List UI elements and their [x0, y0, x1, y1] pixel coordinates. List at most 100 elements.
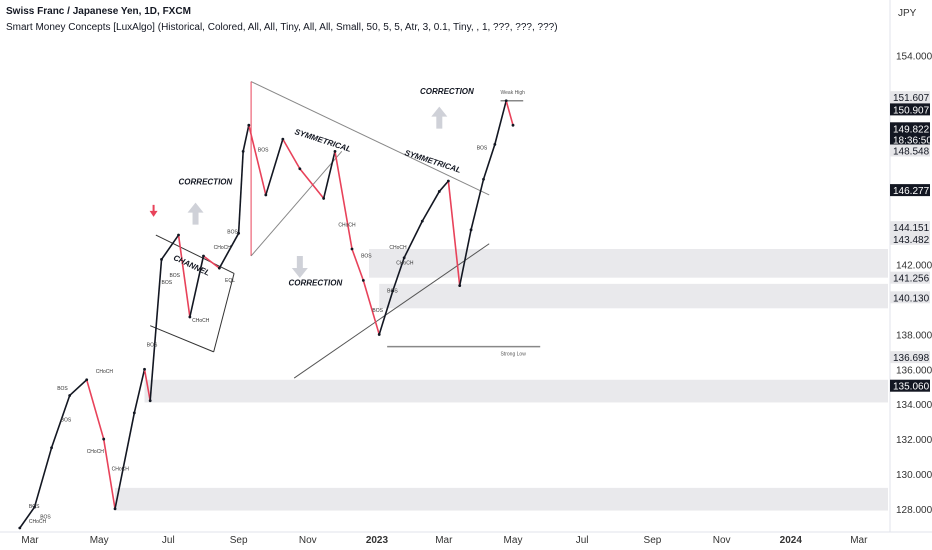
price-tag-label: 148.548: [893, 147, 930, 158]
y-tick-label: 154.000: [896, 51, 932, 62]
level-label: Strong Low: [501, 351, 527, 357]
price-tag-label: 151.607: [893, 93, 930, 104]
price-point: [350, 247, 354, 251]
price-tag: [890, 122, 930, 135]
y-tick-label: 138.000: [896, 330, 932, 341]
x-tick-label: Sep: [644, 535, 662, 546]
price-tag: [890, 91, 930, 104]
order-block-zone: [115, 487, 888, 511]
red-marker-arrow: [149, 204, 158, 217]
price-point: [188, 315, 192, 319]
structure-label: CHoCH: [396, 261, 414, 267]
structure-label: CHoCH: [192, 318, 210, 324]
x-tick-label: 2023: [366, 535, 389, 546]
price-segment: [494, 100, 507, 145]
currency-label: JPY: [898, 8, 917, 19]
price-tag: [890, 103, 930, 116]
price-point: [322, 197, 326, 200]
price-segment: [282, 138, 301, 170]
price-point: [377, 333, 381, 336]
price-point: [113, 507, 117, 511]
price-tag-label: 149.822: [893, 124, 930, 135]
structure-label: BOS: [227, 229, 238, 235]
order-block-zone: [379, 283, 888, 309]
order-block-zone: [144, 379, 888, 403]
chart-title: Swiss Franc / Japanese Yen, 1D, FXCM: [6, 6, 191, 17]
price-segment: [50, 395, 71, 449]
price-tag-label: 144.151: [893, 223, 930, 234]
price-segment: [85, 379, 105, 440]
price-segment: [299, 168, 325, 199]
price-segment: [362, 280, 380, 335]
structure-label: CHoCH: [96, 369, 114, 375]
price-point: [446, 179, 450, 183]
y-tick-label: 128.000: [896, 505, 932, 516]
x-tick-label: 2024: [780, 535, 803, 546]
price-point: [504, 99, 508, 103]
price-segment: [421, 191, 440, 222]
price-tag: [890, 271, 930, 284]
price-point: [437, 190, 441, 193]
price-segment: [351, 248, 365, 281]
price-segment: [102, 438, 116, 509]
indicator-settings[interactable]: Smart Money Concepts [LuxAlgo] (Historic…: [6, 22, 558, 33]
price-tag: [890, 221, 930, 234]
structure-label: CHoCH: [112, 466, 130, 472]
price-segment: [149, 259, 163, 401]
y-tick-label: 134.000: [896, 400, 932, 411]
price-point: [85, 378, 89, 382]
pattern-label: SYMMETRICAL: [294, 127, 353, 154]
price-point: [160, 258, 163, 261]
price-point: [247, 123, 251, 127]
y-tick-label: 142.000: [896, 261, 932, 272]
x-tick-label: Nov: [713, 535, 731, 546]
trendline-drawings: [149, 81, 541, 379]
price-segment: [334, 151, 353, 250]
structure-label: CHoCH: [338, 222, 356, 228]
structure-label: BOS: [169, 273, 180, 279]
price-tag-label: 150.907: [893, 105, 930, 116]
price-point: [482, 177, 485, 181]
price-segment: [143, 369, 151, 401]
price-point: [102, 437, 106, 441]
price-segment: [470, 179, 485, 231]
structure-label: BOS: [387, 289, 398, 295]
price-point: [148, 399, 152, 403]
y-tick-label: 130.000: [896, 470, 932, 481]
price-point: [402, 256, 406, 260]
price-segment: [505, 100, 514, 126]
channel-lower-line: [149, 325, 214, 353]
price-tag: [890, 351, 930, 364]
price-tag-label: 18:36:50: [893, 135, 932, 146]
x-tick-label: Jul: [162, 535, 175, 546]
price-point: [177, 233, 180, 237]
price-point: [281, 137, 285, 141]
price-tag: [890, 379, 930, 392]
price-tag-label: 135.060: [893, 382, 930, 393]
price-segment: [482, 144, 496, 180]
price-tag: [890, 133, 930, 146]
price-point: [132, 411, 136, 415]
x-tick-label: May: [504, 535, 523, 546]
pattern-label: SYMMETRICAL: [404, 148, 463, 175]
price-point: [68, 394, 72, 397]
price-tag-label: 140.130: [893, 293, 930, 304]
x-tick-label: Jul: [576, 535, 589, 546]
price-point: [391, 289, 395, 293]
price-segment: [322, 151, 336, 199]
price-segment: [114, 412, 136, 509]
channel-upper-line: [155, 234, 235, 274]
price-tag-label: 146.277: [893, 186, 930, 197]
structure-label: BOS: [477, 146, 488, 152]
y-tick-label: 136.000: [896, 365, 932, 376]
structure-label: BOS: [162, 280, 173, 286]
structure-label: BOS: [258, 147, 269, 153]
structure-label: BOS: [361, 254, 372, 260]
symmetrical-lower-line: [250, 151, 343, 257]
structure-label: BOS: [61, 418, 72, 424]
x-tick-label: Nov: [299, 535, 317, 546]
price-segment: [242, 125, 250, 152]
price-tag-label: 143.482: [893, 235, 930, 246]
structure-label: BOS: [40, 514, 51, 520]
